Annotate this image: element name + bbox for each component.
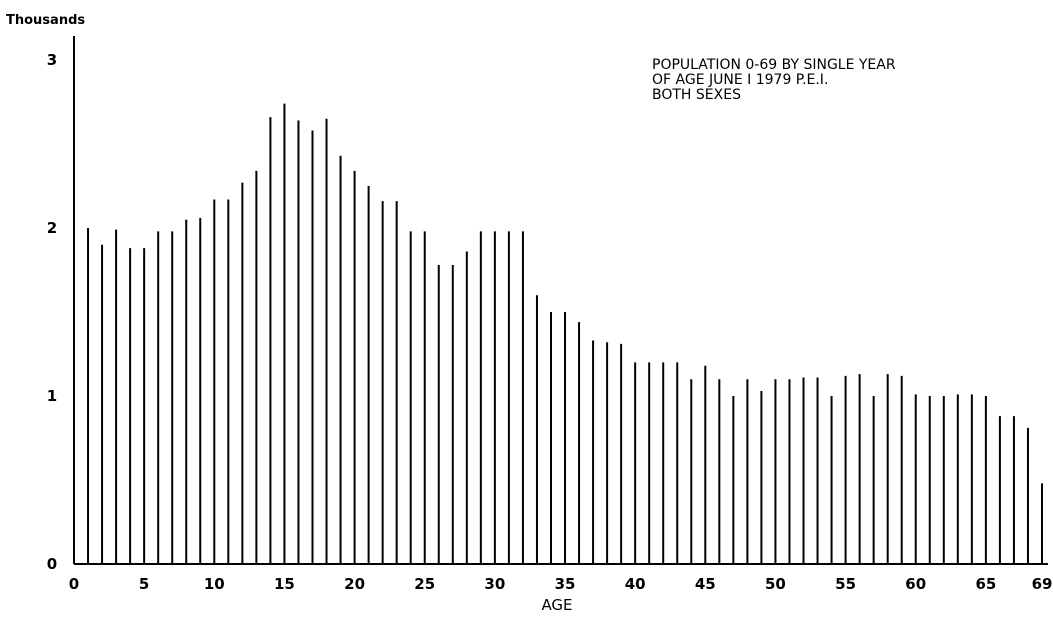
x-tick-label: 60 <box>905 575 926 593</box>
x-tick-label: 30 <box>484 575 505 593</box>
chart-title: POPULATION 0-69 BY SINGLE YEAR OF AGE JU… <box>652 57 896 103</box>
chart-title-line-2: OF AGE JUNE I 1979 P.E.I. <box>652 72 828 88</box>
chart-title-line-1: POPULATION 0-69 BY SINGLE YEAR <box>652 57 896 73</box>
x-tick-label: 45 <box>695 575 716 593</box>
x-tick-label: 55 <box>835 575 856 593</box>
x-tick-label: 20 <box>344 575 365 593</box>
x-tick-label: 15 <box>274 575 295 593</box>
x-tick-label: 40 <box>625 575 646 593</box>
x-tick-label: 65 <box>975 575 996 593</box>
y-tick-labels: 0 1 2 3 <box>47 51 57 573</box>
x-tick-label: 10 <box>204 575 225 593</box>
y-tick-label: 3 <box>47 51 57 69</box>
x-tick-label: 0 <box>69 575 79 593</box>
chart-title-line-3: BOTH SEXES <box>652 87 741 103</box>
bars <box>88 104 1042 564</box>
x-tick-label: 35 <box>555 575 576 593</box>
y-tick-label: 2 <box>47 219 57 237</box>
x-tick-label: 50 <box>765 575 786 593</box>
x-tick-label: 5 <box>139 575 149 593</box>
x-tick-label: 25 <box>414 575 435 593</box>
y-tick-label: 1 <box>47 387 57 405</box>
y-axis-unit-label: Thousands <box>6 13 85 28</box>
x-axis-title: AGE <box>541 596 572 614</box>
x-tick-labels: 0 5 10 15 20 25 30 35 40 45 50 55 60 65 69 <box>69 575 1053 593</box>
y-tick-label: 0 <box>47 555 57 573</box>
x-tick-label: 69 <box>1032 575 1053 593</box>
